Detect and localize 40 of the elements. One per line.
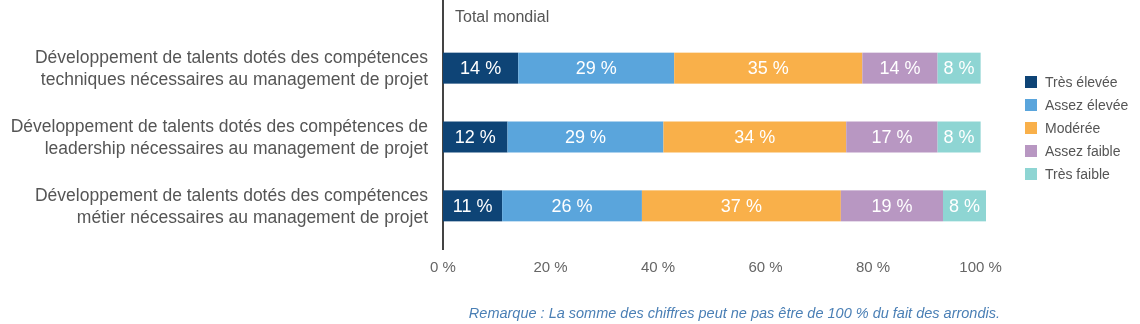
- data-label: 19 %: [871, 196, 913, 217]
- legend-label: Très élevée: [1045, 73, 1118, 90]
- legend-label: Très faible: [1045, 165, 1111, 182]
- x-tick-label: 20 %: [533, 258, 568, 275]
- y-tick-label: Développement de talents dotés des compétences métier nécessaires au management de projet: [34, 184, 429, 227]
- legend-label: Assez faible: [1045, 142, 1121, 159]
- legend-label: Modérée: [1045, 119, 1101, 136]
- data-label: 34 %: [734, 127, 776, 148]
- bar: [846, 121, 938, 153]
- bar: [507, 121, 664, 153]
- bar: [502, 190, 642, 222]
- y-tick-label: Développement de talents dotés des compétences de leadership nécessaires au management de projet: [10, 116, 429, 159]
- data-label: 8 %: [943, 58, 975, 79]
- bar: [518, 52, 675, 84]
- data-label: 8 %: [943, 127, 975, 148]
- x-tick-label: 0 %: [430, 258, 456, 275]
- text: Remarque : La somme des chiffres peut ne pas être de 100 % du fait des arrondis.: [468, 305, 1000, 321]
- y-tick-label: Développement de talents dotés des compétences techniques nécessaires au management de projet: [34, 47, 429, 90]
- data-label: 14 %: [460, 58, 502, 79]
- bar: [674, 52, 863, 84]
- bar: [840, 190, 943, 222]
- data-label: 12 %: [454, 127, 496, 148]
- data-label: 14 %: [879, 58, 921, 79]
- data-label: 35 %: [747, 58, 789, 79]
- legend-label: Assez élevée: [1045, 96, 1129, 113]
- x-tick-label: 40 %: [640, 258, 676, 275]
- data-label: 29 %: [564, 127, 606, 148]
- bar: [862, 52, 938, 84]
- data-label: 29 %: [575, 58, 617, 79]
- data-label: 8 %: [948, 196, 981, 217]
- data-label: 17 %: [871, 127, 913, 148]
- text: Total mondial: [455, 8, 550, 25]
- data-label: 37 %: [720, 196, 762, 217]
- x-tick-label: 80 %: [856, 258, 891, 275]
- x-tick-label: 100 %: [959, 258, 1002, 275]
- data-label: 26 %: [551, 196, 593, 217]
- data-label: 11 %: [452, 196, 493, 217]
- bar: [663, 121, 847, 153]
- bar: [641, 190, 841, 222]
- x-tick-label: 60 %: [748, 258, 783, 275]
